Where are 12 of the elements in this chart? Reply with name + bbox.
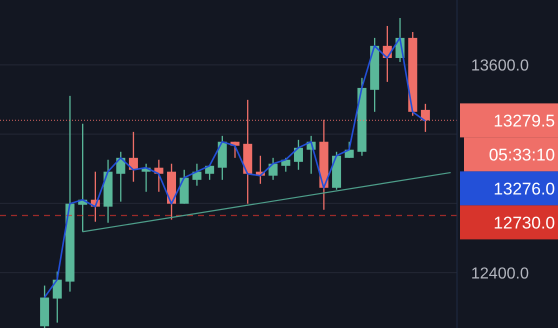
candlestick xyxy=(294,139,303,170)
text: 13276.0 xyxy=(494,179,555,198)
ref-line-label: 13279.5 xyxy=(494,111,555,130)
text: 05:33:10 xyxy=(488,145,555,164)
y-tick-label: 12400.0 xyxy=(471,265,529,282)
candlestick xyxy=(192,163,202,186)
candlestick xyxy=(205,164,214,180)
candlestick xyxy=(52,270,62,324)
y-tick-label: 13600.0 xyxy=(471,58,529,75)
candlestick xyxy=(344,141,354,159)
ref-line-label: 12730.0 xyxy=(494,213,555,232)
candlestick xyxy=(154,159,164,192)
